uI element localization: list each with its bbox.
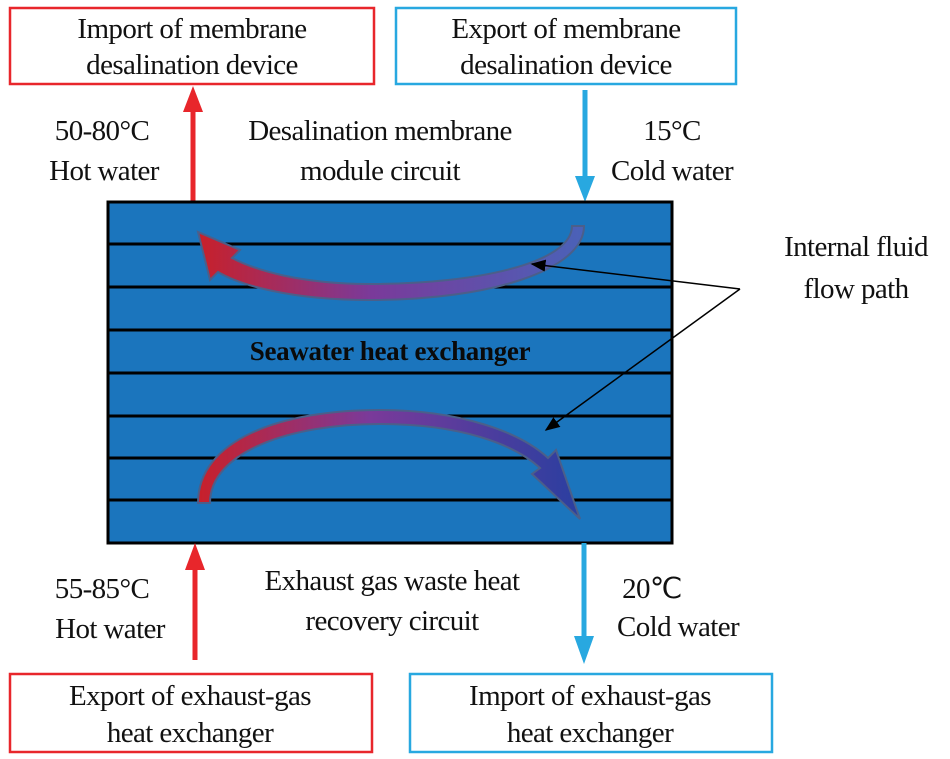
seawater-heat-exchanger: Seawater heat exchanger [106, 200, 674, 545]
top-cold-temp: 15°C [643, 115, 701, 147]
bottom-cold-label: Cold water [617, 611, 740, 643]
bottom-cold-temp: 20℃ [622, 573, 682, 605]
top-flow-arrow [196, 225, 586, 302]
top-circuit-label-line1: Desalination membrane [248, 115, 512, 147]
bottom-circuit-label-line1: Exhaust gas waste heat [265, 565, 521, 597]
hot-water-in-arrow [185, 543, 205, 660]
box-label-line2: desalination device [86, 49, 298, 81]
box-label-line1: Import of exhaust-gas [469, 680, 711, 712]
import-membrane-device-box: Import of membrane desalination device [8, 6, 376, 86]
export-exhaust-gas-hx-box: Export of exhaust-gas heat exchanger [8, 672, 374, 754]
box-label-line2: heat exchanger [507, 717, 674, 749]
box-label-line1: Import of membrane [77, 13, 306, 45]
import-exhaust-gas-hx-box: Import of exhaust-gas heat exchanger [408, 672, 774, 754]
box-label-line1: Export of membrane [451, 13, 680, 45]
hot-water-out-arrow [183, 86, 203, 202]
top-hot-label: Hot water [49, 155, 160, 187]
bottom-flow-arrow [196, 408, 581, 520]
top-cold-label: Cold water [611, 155, 734, 187]
exchanger-title: Seawater heat exchanger [250, 336, 531, 366]
box-label-line2: desalination device [460, 49, 672, 81]
bottom-hot-temp: 55-85°C [55, 573, 149, 605]
flow-path-label-line1: Internal fluid [784, 231, 929, 263]
flow-path-annotation: Internal fluid flow path [530, 231, 930, 431]
bottom-circuit-label-line2: recovery circuit [305, 605, 479, 637]
flow-path-label-line2: flow path [804, 273, 910, 305]
bottom-hot-label: Hot water [55, 613, 166, 645]
box-label-line2: heat exchanger [107, 717, 274, 749]
cold-water-out-arrow [574, 543, 594, 664]
cold-water-in-arrow [575, 90, 595, 202]
box-label-line1: Export of exhaust-gas [69, 680, 311, 712]
export-membrane-device-box: Export of membrane desalination device [394, 6, 738, 86]
top-circuit-label-line2: module circuit [300, 155, 460, 187]
top-hot-temp: 50-80°C [55, 115, 149, 147]
